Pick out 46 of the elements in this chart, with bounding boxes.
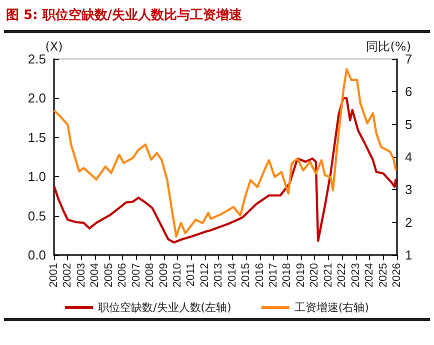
line-series <box>52 68 397 238</box>
x-tick-label: 2020 <box>308 263 321 288</box>
x-tick-label: 2018 <box>281 263 294 288</box>
y2-tick-label: 5 <box>405 116 412 132</box>
y2-tick-label: 1 <box>405 248 412 262</box>
legend-label: 工资增速(右轴) <box>294 301 369 314</box>
x-tick-label: 2011 <box>185 263 198 287</box>
x-tick-label: 2001 <box>48 263 60 288</box>
y-tick-label: 0.5 <box>28 208 46 224</box>
x-tick-label: 2008 <box>144 263 156 288</box>
x-tick-label: 2010 <box>171 263 184 288</box>
y-tick-label: 2.0 <box>28 90 46 106</box>
x-tick-label: 2013 <box>212 263 225 288</box>
y2-tick-label: 7 <box>405 52 412 66</box>
x-tick-label: 2016 <box>254 263 266 288</box>
x-tick-label: 2002 <box>62 263 74 288</box>
x-tick-label: 2026 <box>391 263 403 288</box>
x-tick-label: 2025 <box>377 263 390 288</box>
x-tick-label: 2003 <box>75 263 88 288</box>
x-tick-label: 2015 <box>240 263 252 288</box>
x-tick-label: 2004 <box>89 263 102 288</box>
x-tick-label: 2022 <box>336 263 348 288</box>
x-tick-label: 2024 <box>364 263 376 288</box>
y-axis-title: (X) <box>45 40 63 54</box>
x-tick-label: 2012 <box>198 263 211 288</box>
legend-label: 职位空缺数/失业人数(左轴) <box>98 301 232 314</box>
y2-tick-label: 2 <box>405 214 412 230</box>
x-tick-label: 2005 <box>102 263 115 288</box>
x-tick-label: 2007 <box>130 263 142 288</box>
y-tick-label: 1.0 <box>28 169 46 184</box>
y-tick-label: 2.5 <box>28 52 46 66</box>
x-tick-label: 2009 <box>158 263 170 288</box>
y-tick-label: 0.0 <box>28 248 46 262</box>
x-tick-label: 2017 <box>268 263 280 288</box>
x-tick-label: 2019 <box>294 263 307 288</box>
x-tick-label: 2021 <box>322 263 334 288</box>
line-series <box>52 97 397 244</box>
x-tick-label: 2014 <box>226 263 238 288</box>
x-tick-label: 2023 <box>350 263 362 288</box>
y-tick-label: 1.5 <box>28 130 46 145</box>
y2-tick-label: 3 <box>405 182 412 198</box>
chart-title: 图 5: 职位空缺数/失业人数比与工资增速 <box>6 6 242 24</box>
y2-tick-label: 6 <box>405 84 412 100</box>
y2-tick-label: 4 <box>405 150 412 164</box>
y2-axis-title: 同比(%) <box>366 40 411 54</box>
x-tick-label: 2006 <box>116 263 129 288</box>
